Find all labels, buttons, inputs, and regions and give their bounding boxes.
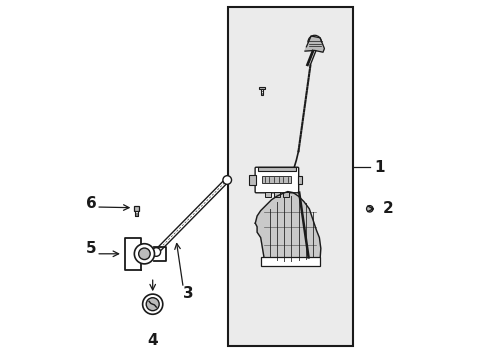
Circle shape xyxy=(366,206,372,212)
Bar xyxy=(228,7,352,346)
Text: 3: 3 xyxy=(183,286,194,301)
Bar xyxy=(264,192,270,197)
Bar xyxy=(262,176,291,183)
Circle shape xyxy=(146,298,159,311)
Bar xyxy=(258,87,264,89)
Text: 6: 6 xyxy=(86,196,97,211)
Circle shape xyxy=(223,176,231,184)
Bar xyxy=(260,257,320,266)
Bar xyxy=(297,176,301,184)
Bar xyxy=(260,89,263,95)
Bar xyxy=(258,167,295,171)
Circle shape xyxy=(142,294,163,314)
Circle shape xyxy=(152,248,160,256)
Circle shape xyxy=(139,248,150,260)
Text: 5: 5 xyxy=(86,241,97,256)
Text: 2: 2 xyxy=(382,201,393,216)
Bar xyxy=(248,175,256,185)
Text: 4: 4 xyxy=(147,333,158,348)
Text: 1: 1 xyxy=(373,160,384,175)
Bar xyxy=(133,206,139,211)
Polygon shape xyxy=(255,192,320,263)
Polygon shape xyxy=(305,36,324,52)
Bar xyxy=(273,192,279,197)
Bar xyxy=(283,192,288,197)
FancyBboxPatch shape xyxy=(255,167,298,193)
Circle shape xyxy=(134,244,154,264)
